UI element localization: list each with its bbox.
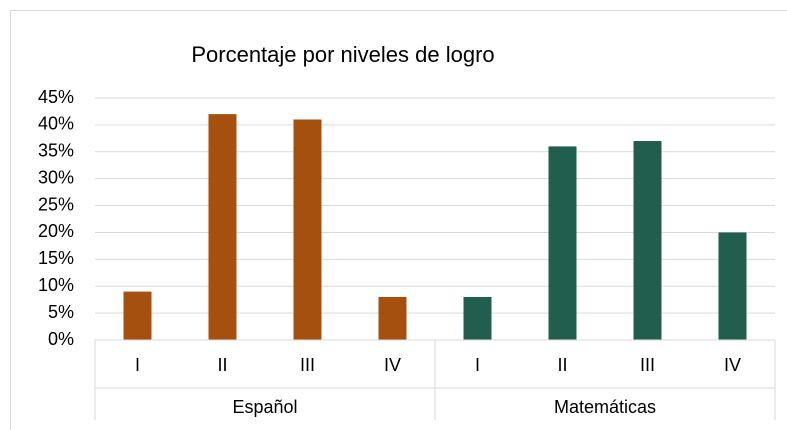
x-tick-label: II — [557, 355, 567, 375]
group-label: Español — [232, 397, 297, 417]
x-tick-label: III — [640, 355, 655, 375]
bar — [293, 119, 322, 340]
x-tick-label: III — [300, 355, 315, 375]
y-tick-label: 30% — [38, 167, 74, 187]
x-tick-label: IV — [724, 355, 741, 375]
bar — [718, 232, 747, 340]
bar — [633, 141, 662, 340]
y-tick-label: 10% — [38, 275, 74, 295]
x-tick-label: II — [217, 355, 227, 375]
bar — [208, 114, 237, 340]
y-tick-label: 45% — [38, 87, 74, 107]
y-tick-label: 35% — [38, 141, 74, 161]
bar — [123, 291, 152, 340]
x-tick-label: I — [475, 355, 480, 375]
x-tick-label: IV — [384, 355, 401, 375]
bar — [463, 296, 492, 340]
group-label: Matemáticas — [554, 397, 656, 417]
y-tick-label: 15% — [38, 248, 74, 268]
bar — [378, 296, 407, 340]
y-tick-label: 0% — [48, 329, 74, 349]
y-tick-label: 20% — [38, 221, 74, 241]
y-tick-label: 40% — [38, 114, 74, 134]
x-tick-label: I — [135, 355, 140, 375]
bar — [548, 146, 577, 340]
chart-title: Porcentaje por niveles de logro — [191, 42, 494, 67]
y-tick-label: 25% — [38, 194, 74, 214]
y-tick-label: 5% — [48, 302, 74, 322]
